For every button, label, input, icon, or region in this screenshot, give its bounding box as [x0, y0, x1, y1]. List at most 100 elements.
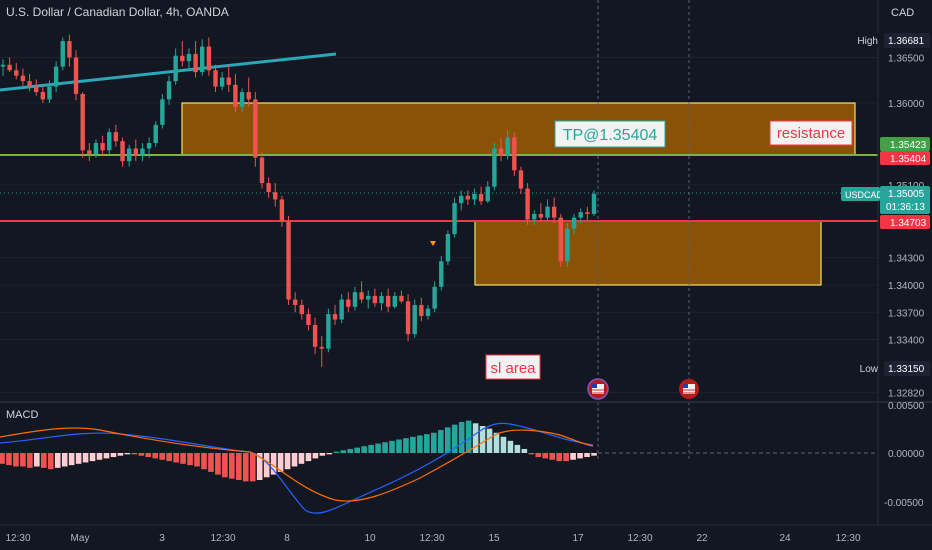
candle-body[interactable] [279, 199, 285, 222]
candle-body[interactable] [47, 86, 52, 100]
macd-bar [89, 453, 96, 462]
candle-body[interactable] [93, 143, 99, 154]
candle-body[interactable] [472, 193, 477, 200]
candle-body[interactable] [379, 295, 384, 304]
candle-body[interactable] [239, 92, 245, 107]
candle-body[interactable] [412, 304, 417, 335]
candle-body[interactable] [352, 292, 358, 307]
candle-body[interactable] [34, 86, 39, 93]
candle-body[interactable] [226, 77, 231, 85]
us-event-icon-2[interactable] [679, 379, 699, 399]
candle-body[interactable] [100, 143, 105, 151]
candle-body[interactable] [339, 299, 344, 320]
candle-body[interactable] [173, 55, 178, 82]
candle-body[interactable] [259, 157, 265, 184]
candle-body[interactable] [120, 141, 125, 162]
candle-body[interactable] [425, 308, 431, 316]
candle-body[interactable] [465, 195, 471, 200]
candle-body[interactable] [505, 137, 510, 156]
candle-body[interactable] [326, 314, 331, 349]
candle-body[interactable] [545, 206, 550, 218]
candle-body[interactable] [166, 81, 172, 100]
candle-body[interactable] [538, 213, 544, 218]
candle-body[interactable] [432, 286, 437, 309]
candle-body[interactable] [213, 70, 218, 87]
candle-body[interactable] [20, 75, 26, 82]
candle-body[interactable] [273, 192, 278, 200]
candle-body[interactable] [359, 292, 364, 300]
candle-body[interactable] [180, 55, 185, 62]
candle-body[interactable] [445, 234, 451, 262]
candle-body[interactable] [392, 295, 397, 307]
candle-body[interactable] [133, 148, 139, 156]
candle-body[interactable] [346, 299, 351, 307]
candle-body[interactable] [27, 81, 32, 87]
candle-body[interactable] [266, 183, 271, 193]
candle-body[interactable] [219, 77, 225, 87]
candle-body[interactable] [478, 193, 484, 202]
resistance-zone[interactable] [181, 102, 856, 156]
candle-body[interactable] [498, 148, 504, 156]
candle-body[interactable] [492, 148, 497, 187]
candle-body[interactable] [0, 64, 6, 67]
candle-body[interactable] [14, 70, 19, 76]
candle-body[interactable] [525, 188, 530, 220]
candle-body[interactable] [585, 212, 590, 214]
candle-body[interactable] [253, 99, 258, 158]
candle-body[interactable] [67, 41, 72, 58]
candle-body[interactable] [558, 217, 563, 262]
candle-body[interactable] [73, 57, 79, 94]
candle-body[interactable] [399, 295, 404, 302]
candle-body[interactable] [565, 228, 570, 262]
candle-body[interactable] [186, 53, 192, 62]
candle-body[interactable] [7, 64, 12, 71]
candle-body[interactable] [87, 150, 92, 154]
resistance-label-box[interactable] [769, 120, 853, 146]
candle-body[interactable] [153, 124, 158, 144]
candle-body[interactable] [366, 295, 371, 300]
candle-body[interactable] [113, 132, 119, 142]
candle-body[interactable] [193, 53, 198, 73]
candle-body[interactable] [306, 314, 311, 325]
candle-body[interactable] [419, 304, 424, 316]
sl-zone[interactable] [474, 220, 822, 286]
candle-body[interactable] [80, 93, 85, 151]
candle-body[interactable] [372, 295, 378, 304]
candle-body[interactable] [385, 295, 391, 307]
candle-body[interactable] [312, 324, 318, 347]
candle-body[interactable] [578, 212, 583, 218]
candle-body[interactable] [140, 148, 145, 156]
candle-body[interactable] [551, 206, 557, 218]
candle-body[interactable] [146, 143, 152, 149]
candle-body[interactable] [518, 170, 524, 189]
candle-body[interactable] [200, 46, 205, 73]
candle-body[interactable] [405, 301, 411, 335]
candle-body[interactable] [53, 66, 59, 87]
candle-body[interactable] [126, 148, 132, 162]
tp-value-2: 1.35404 [890, 154, 927, 165]
candle-body[interactable] [532, 213, 537, 220]
candle-body[interactable] [512, 137, 517, 171]
candle-body[interactable] [485, 186, 490, 202]
candle-body[interactable] [60, 41, 65, 67]
candle-body[interactable] [571, 217, 577, 229]
candle-body[interactable] [591, 193, 597, 214]
candle-body[interactable] [452, 203, 457, 235]
candle-body[interactable] [40, 92, 46, 100]
us-event-icon[interactable] [587, 378, 609, 400]
candle-body[interactable] [458, 195, 464, 204]
candle-body[interactable] [206, 46, 212, 71]
candle-body[interactable] [332, 314, 338, 320]
candle-body[interactable] [299, 304, 305, 315]
candle-body[interactable] [286, 221, 291, 300]
candle-body[interactable] [233, 84, 238, 107]
candle-body[interactable] [107, 132, 112, 151]
candle-body[interactable] [439, 261, 444, 287]
sl-label-box[interactable] [485, 354, 541, 380]
candle-body[interactable] [246, 92, 251, 100]
candle-body[interactable] [319, 346, 324, 349]
candle-body[interactable] [160, 99, 165, 125]
tp-label-box[interactable] [554, 120, 666, 148]
candle-body[interactable] [292, 299, 298, 305]
